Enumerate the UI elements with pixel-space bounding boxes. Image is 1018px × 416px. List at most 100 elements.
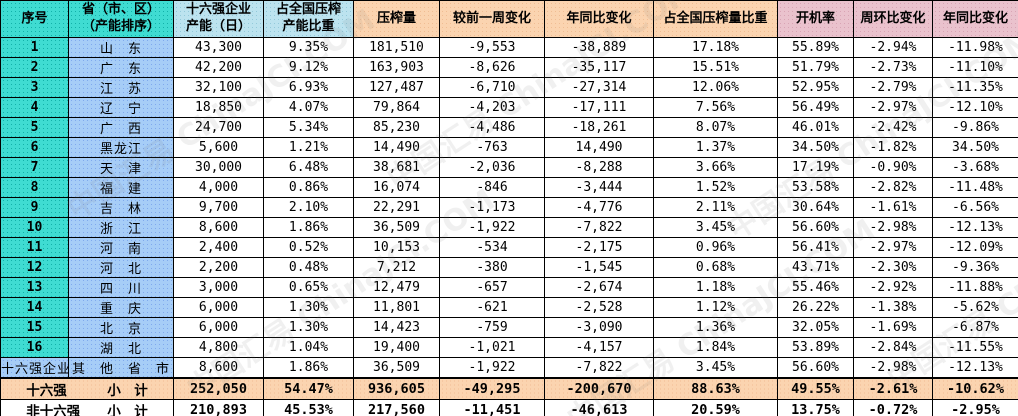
rank-cell: 15 bbox=[0, 317, 69, 338]
value-cell-crush-volume: 10,153 bbox=[353, 237, 440, 258]
rank-cell: 14 bbox=[0, 297, 69, 318]
summary-value-cell-capacity: 210,893 bbox=[173, 399, 264, 416]
value-cell-rate-wow: -2.82% bbox=[853, 177, 933, 198]
rank-cell: 1 bbox=[0, 37, 69, 58]
value-cell-capacity-share: 4.07% bbox=[263, 97, 354, 118]
value-cell-capacity: 5,600 bbox=[173, 137, 264, 158]
value-cell-wow-change: -2,036 bbox=[439, 157, 545, 178]
province-cell: 其 他 省 市 bbox=[68, 357, 174, 379]
value-cell-rate-yoy: 34.50% bbox=[932, 137, 1018, 158]
province-row: 14 重 庆 6,000 1.30% 11,801 -621 -2,528 1.12% 26.2… bbox=[0, 297, 1018, 318]
value-cell-operating-rate: 56.49% bbox=[777, 97, 854, 118]
value-cell-operating-rate: 56.60% bbox=[777, 217, 854, 238]
value-cell-rate-yoy: -5.62% bbox=[932, 297, 1018, 318]
value-cell-capacity-share: 1.30% bbox=[263, 297, 354, 318]
value-cell-rate-yoy: -11.48% bbox=[932, 177, 1018, 198]
value-cell-crush-volume: 14,423 bbox=[353, 317, 440, 338]
value-cell-rate-wow: -2.30% bbox=[853, 257, 933, 278]
value-cell-crush-share: 3.45% bbox=[653, 217, 778, 238]
value-cell-capacity: 2,200 bbox=[173, 257, 264, 278]
value-cell-rate-yoy: -6.56% bbox=[932, 197, 1018, 218]
value-cell-wow-change: -621 bbox=[439, 297, 545, 318]
value-cell-crush-share: 8.07% bbox=[653, 117, 778, 138]
province-cell: 湖 北 bbox=[68, 337, 174, 358]
value-cell-operating-rate: 51.79% bbox=[777, 57, 854, 78]
province-row: 10 浙 江 8,600 1.86% 36,509 -1,922 -7,822 3.45% 56… bbox=[0, 217, 1018, 238]
value-cell-wow-change: -1,021 bbox=[439, 337, 545, 358]
value-cell-rate-wow: -2.98% bbox=[853, 357, 933, 379]
province-cell: 辽 宁 bbox=[68, 97, 174, 118]
summary-value-cell-yoy-change: -46,613 bbox=[544, 399, 654, 416]
column-header-yoy-change: 年同比变化 bbox=[544, 0, 654, 38]
value-cell-wow-change: -1,173 bbox=[439, 197, 545, 218]
value-cell-capacity: 4,000 bbox=[173, 177, 264, 198]
header-line: 较前一周变化 bbox=[452, 10, 531, 26]
value-cell-crush-volume: 19,400 bbox=[353, 337, 440, 358]
value-cell-rate-wow: -2.73% bbox=[853, 57, 933, 78]
value-cell-crush-volume: 127,487 bbox=[353, 77, 440, 98]
value-cell-operating-rate: 55.46% bbox=[777, 277, 854, 298]
value-cell-crush-share: 7.56% bbox=[653, 97, 778, 118]
value-cell-capacity-share: 0.52% bbox=[263, 237, 354, 258]
value-cell-rate-wow: -1.82% bbox=[853, 137, 933, 158]
rank-cell: 13 bbox=[0, 277, 69, 298]
value-cell-crush-share: 17.18% bbox=[653, 37, 778, 58]
summary-row: 十六强 小 计 252,050 54.47% 936,605 -49,295 -200,6… bbox=[0, 377, 1018, 400]
summary-value-cell-capacity-share: 45.53% bbox=[263, 399, 354, 416]
value-cell-wow-change: -657 bbox=[439, 277, 545, 298]
value-cell-capacity-share: 1.30% bbox=[263, 317, 354, 338]
value-cell-capacity-share: 1.04% bbox=[263, 337, 354, 358]
province-cell: 黑龙江 bbox=[68, 137, 174, 158]
column-header-rate-yoy: 年同比变化 bbox=[932, 0, 1018, 38]
value-cell-rate-wow: -2.92% bbox=[853, 277, 933, 298]
value-cell-capacity: 8,600 bbox=[173, 217, 264, 238]
value-cell-yoy-change: -2,674 bbox=[544, 277, 654, 298]
value-cell-crush-share: 1.37% bbox=[653, 137, 778, 158]
header-line: 年同比变化 bbox=[942, 10, 1008, 26]
column-header-operating-rate: 开机率 bbox=[777, 0, 854, 38]
value-cell-capacity-share: 1.86% bbox=[263, 357, 354, 379]
value-cell-wow-change: -534 bbox=[439, 237, 545, 258]
summary-value-cell-capacity-share: 54.47% bbox=[263, 377, 354, 400]
header-line: 占全国压榨量比重 bbox=[663, 10, 768, 26]
value-cell-crush-share: 12.06% bbox=[653, 77, 778, 98]
value-cell-rate-yoy: -11.10% bbox=[932, 57, 1018, 78]
value-cell-rate-wow: -2.79% bbox=[853, 77, 933, 98]
province-cell: 重 庆 bbox=[68, 297, 174, 318]
summary-value-cell-crush-volume: 217,560 bbox=[353, 399, 440, 416]
province-row: 6 黑龙江 5,600 1.21% 14,490 -763 14,490 1.37% 34.50… bbox=[0, 137, 1018, 158]
value-cell-capacity: 4,800 bbox=[173, 337, 264, 358]
value-cell-capacity-share: 6.48% bbox=[263, 157, 354, 178]
value-cell-wow-change: -759 bbox=[439, 317, 545, 338]
value-cell-rate-wow: -1.38% bbox=[853, 297, 933, 318]
value-cell-wow-change: -4,203 bbox=[439, 97, 545, 118]
rank-cell: 5 bbox=[0, 117, 69, 138]
value-cell-rate-wow: -2.97% bbox=[853, 237, 933, 258]
value-cell-rate-yoy: -12.13% bbox=[932, 357, 1018, 379]
value-cell-rate-wow: -0.90% bbox=[853, 157, 933, 178]
province-cell: 河 北 bbox=[68, 257, 174, 278]
value-cell-operating-rate: 32.05% bbox=[777, 317, 854, 338]
value-cell-capacity-share: 1.21% bbox=[263, 137, 354, 158]
province-cell: 广 西 bbox=[68, 117, 174, 138]
summary-value-cell-operating-rate: 13.75% bbox=[777, 399, 854, 416]
value-cell-rate-yoy: -12.10% bbox=[932, 97, 1018, 118]
value-cell-crush-volume: 14,490 bbox=[353, 137, 440, 158]
rank-cell: 6 bbox=[0, 137, 69, 158]
column-header-rate-wow: 周环比变化 bbox=[853, 0, 933, 38]
summary-value-cell-wow-change: -49,295 bbox=[439, 377, 545, 400]
value-cell-crush-share: 1.12% bbox=[653, 297, 778, 318]
province-row: 12 河 北 2,200 0.48% 7,212 -380 -1,545 0.68% 43.71… bbox=[0, 257, 1018, 278]
value-cell-rate-yoy: -6.87% bbox=[932, 317, 1018, 338]
value-cell-rate-wow: -2.94% bbox=[853, 37, 933, 58]
province-cell: 天 津 bbox=[68, 157, 174, 178]
summary-value-cell-rate-yoy: -2.95% bbox=[932, 399, 1018, 416]
province-row: 16 湖 北 4,800 1.04% 19,400 -1,021 -4,157 1.84% 53… bbox=[0, 337, 1018, 358]
value-cell-rate-wow: -2.84% bbox=[853, 337, 933, 358]
value-cell-operating-rate: 26.22% bbox=[777, 297, 854, 318]
